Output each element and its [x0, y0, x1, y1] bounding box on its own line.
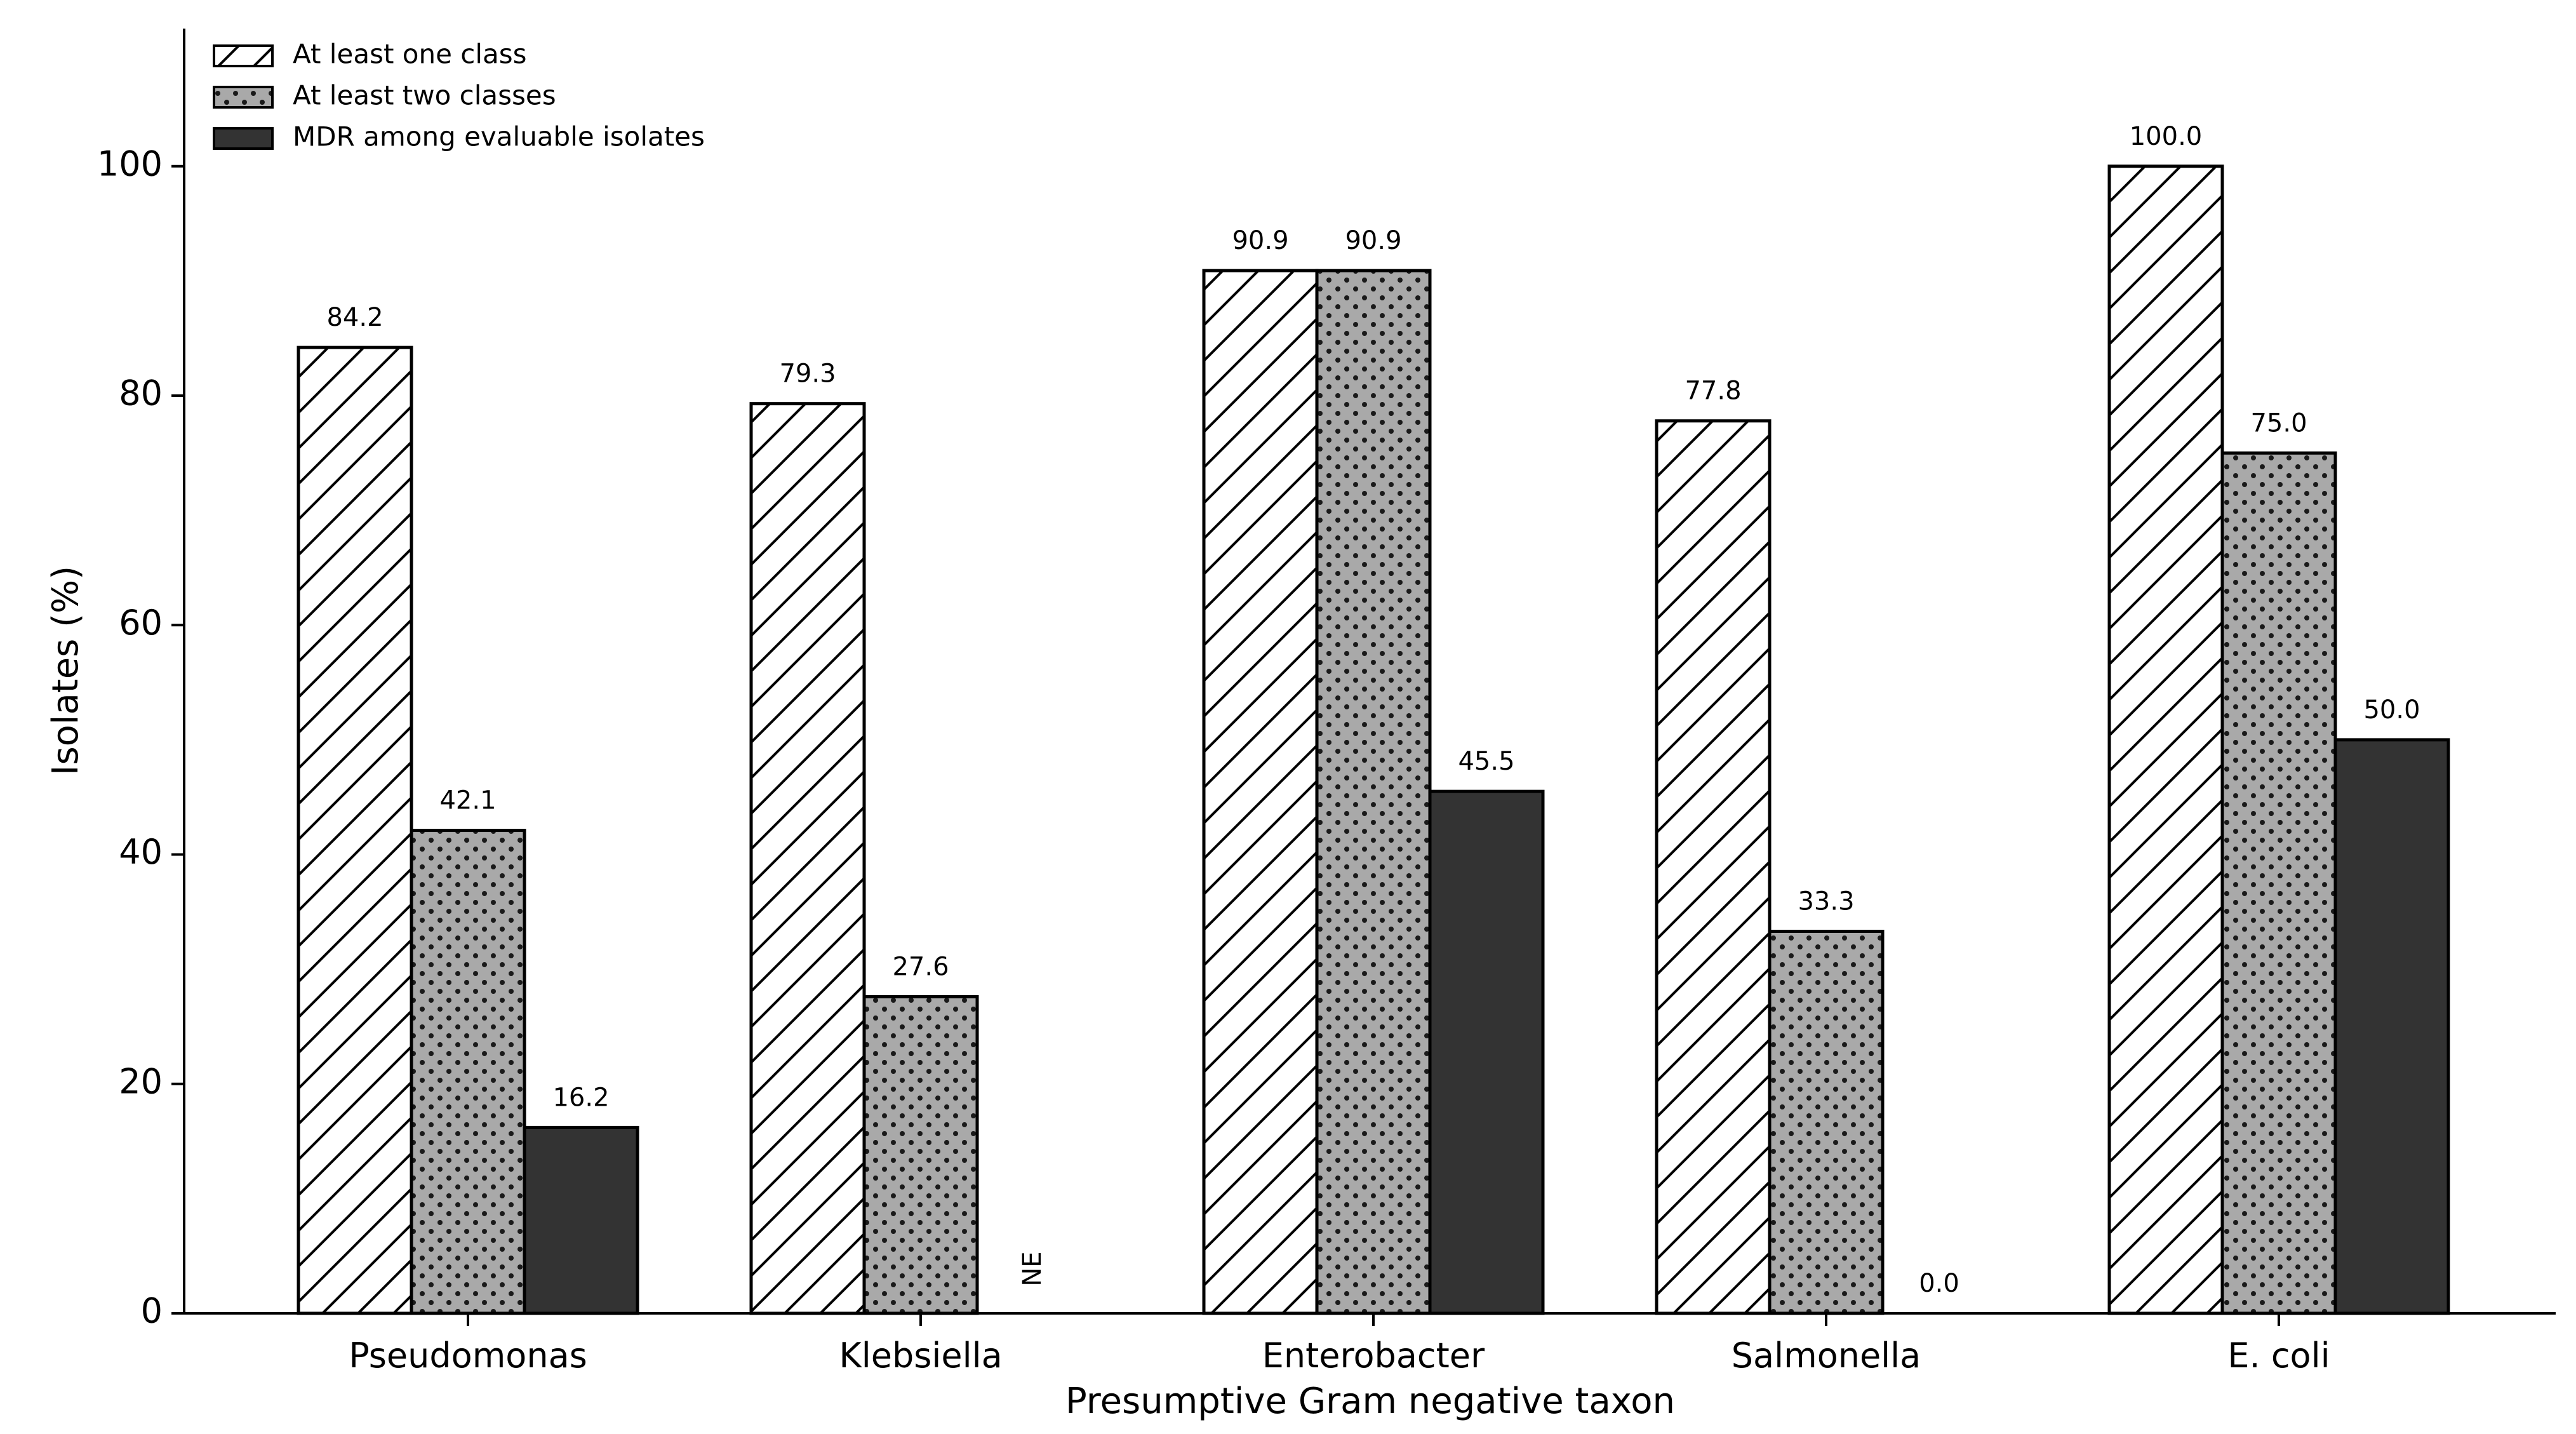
y-tick-label: 60: [119, 603, 163, 643]
y-tick-label: 100: [97, 144, 163, 184]
bar-klebsiella-series-1: [749, 402, 866, 1315]
legend-swatch: [213, 86, 274, 109]
bar-e-coli-series-3: [2333, 738, 2450, 1315]
value-label: 50.0: [2363, 695, 2420, 725]
bar-salmonella-series-1: [1655, 419, 1772, 1315]
value-label: 45.5: [1458, 747, 1514, 776]
value-label: 100.0: [2130, 122, 2203, 151]
bar-pseudomonas-series-1: [297, 345, 413, 1315]
bar-pseudomonas-series-2: [410, 829, 526, 1315]
bar-enterobacter-series-3: [1428, 789, 1545, 1315]
bar-enterobacter-series-1: [1202, 269, 1319, 1315]
x-tick-label: Klebsiella: [839, 1336, 1002, 1376]
axes: 0 20 40 60 80 100 Pseudomonas Klebsiella Enterob…: [97, 29, 2556, 1376]
value-label: 42.1: [439, 786, 496, 815]
bar-e-coli-series-1: [2107, 164, 2224, 1315]
value-label: 27.6: [892, 952, 949, 981]
x-axis-title: Presumptive Gram negative taxon: [1065, 1381, 1675, 1422]
value-label: 90.9: [1345, 226, 1401, 255]
x-tick-label: E. coli: [2227, 1336, 2330, 1376]
legend: At least one class At least two classes MD…: [213, 39, 705, 152]
value-label: 75.0: [2250, 408, 2307, 438]
value-label: NE: [1018, 1251, 1047, 1286]
x-tick-label: Enterobacter: [1262, 1336, 1485, 1376]
legend-label: MDR among evaluable isolates: [293, 121, 705, 152]
bar-salmonella-series-2: [1768, 930, 1885, 1315]
bar-enterobacter-series-2: [1315, 269, 1432, 1315]
y-tick-label: 80: [119, 373, 163, 413]
value-label: 84.2: [326, 303, 383, 332]
legend-swatch: [213, 127, 274, 150]
bar-klebsiella-series-2: [862, 995, 979, 1315]
y-tick-label: 20: [119, 1061, 163, 1101]
x-tick-label: Salmonella: [1732, 1336, 1921, 1376]
value-label: 79.3: [779, 359, 836, 389]
value-label: 16.2: [552, 1083, 609, 1112]
legend-label: At least one class: [293, 39, 527, 70]
bars: [297, 164, 2450, 1315]
x-tick-label: Pseudomonas: [349, 1336, 587, 1376]
value-label: 0.0: [1919, 1269, 1959, 1298]
bar-e-coli-series-2: [2220, 451, 2337, 1315]
legend-label: At least two classes: [293, 80, 556, 111]
value-label: 33.3: [1798, 887, 1854, 916]
legend-swatch: [213, 44, 274, 67]
y-tick-label: 0: [141, 1291, 163, 1331]
value-labels: 84.2 42.1 16.2 79.3 27.6 NE 90.9 90.9 45.5 77.8 33…: [326, 122, 2420, 1298]
y-axis-title: Isolates (%): [45, 566, 86, 775]
value-label: 90.9: [1232, 226, 1288, 255]
y-tick-label: 40: [119, 832, 163, 872]
bar-pseudomonas-series-3: [523, 1125, 639, 1315]
value-label: 77.8: [1685, 377, 1741, 406]
